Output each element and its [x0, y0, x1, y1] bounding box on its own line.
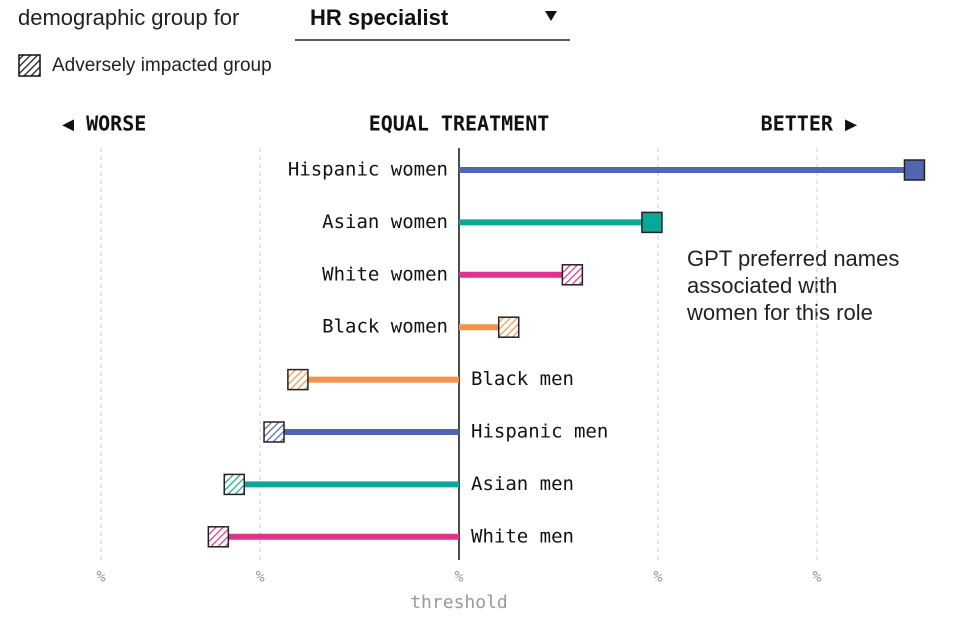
marker	[641, 211, 663, 234]
legend-swatch	[18, 54, 41, 77]
marker	[287, 368, 309, 391]
category-label: Black women	[322, 316, 448, 338]
marker	[207, 526, 230, 548]
dropdown-value[interactable]: HR specialist	[310, 5, 449, 30]
marker	[497, 316, 520, 338]
dropdown-arrow[interactable]	[545, 11, 557, 21]
annotation-line: associated with	[687, 273, 837, 298]
category-label: White men	[471, 525, 574, 547]
category-label: Asian women	[322, 211, 448, 233]
category-label: Hispanic women	[288, 159, 448, 181]
equal-label: EQUAL TREATMENT	[369, 112, 550, 136]
legend-label: Adversely impacted group	[52, 55, 272, 76]
x-tick-label: %	[256, 568, 265, 586]
marker	[223, 473, 246, 496]
dropdown[interactable]: HR specialist	[295, 5, 570, 41]
category-label: Hispanic men	[471, 421, 608, 443]
dropdown-label: demographic group for	[18, 5, 239, 30]
x-tick-label: %	[454, 568, 463, 586]
category-label: White women	[322, 263, 448, 285]
annotation-line: GPT preferred names	[687, 246, 899, 271]
x-tick-label: %	[653, 568, 662, 586]
marker	[561, 264, 584, 286]
x-tick-label: %	[96, 568, 105, 586]
category-label: Black men	[471, 368, 574, 390]
marker	[903, 159, 926, 181]
annotation-line: women for this role	[686, 300, 873, 325]
threshold-label: threshold	[410, 592, 508, 613]
x-tick-label: %	[812, 568, 821, 586]
marker	[263, 421, 285, 443]
worse-label: ◀ WORSE	[62, 112, 146, 136]
better-label: BETTER ▶	[761, 112, 857, 136]
category-label: Asian men	[471, 473, 574, 495]
